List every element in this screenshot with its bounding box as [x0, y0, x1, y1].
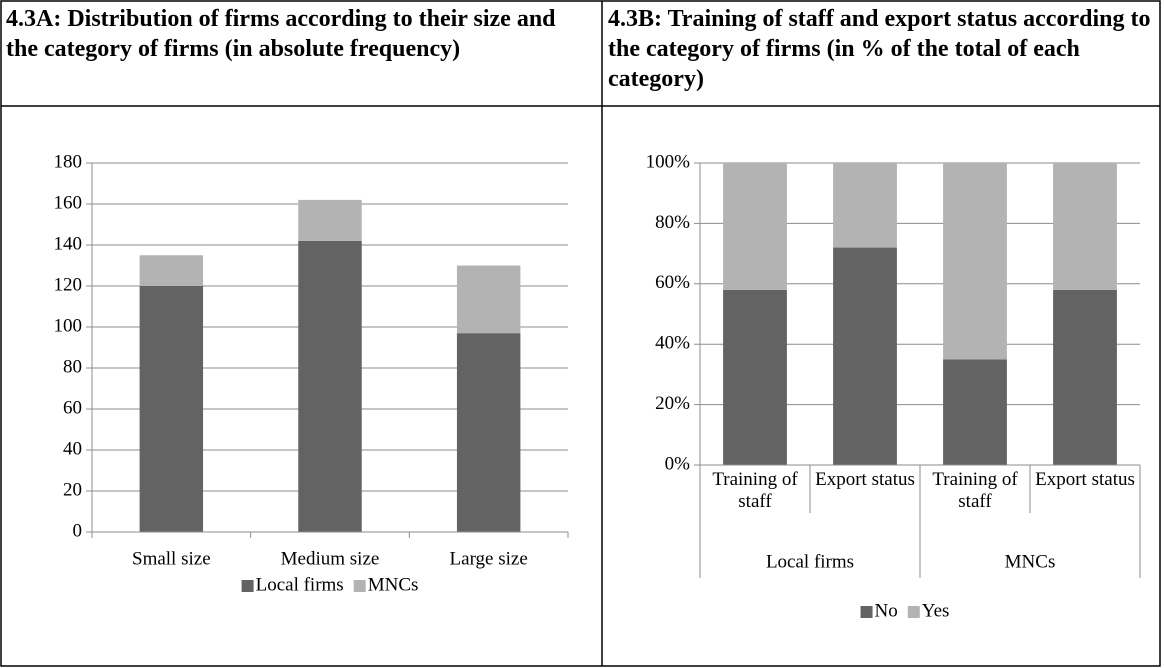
group-label: MNCs: [1005, 551, 1056, 572]
legend-swatch: [241, 580, 254, 592]
x-tick-label: Large size: [450, 548, 528, 569]
bar-segment: [456, 333, 521, 532]
panel-title: 4.3A: Distribution of firms according to…: [6, 6, 556, 62]
y-tick-label: 180: [54, 151, 83, 172]
bar-segment: [833, 163, 897, 248]
bar-segment: [298, 240, 362, 532]
group-label: Local firms: [766, 551, 854, 572]
x-tick-label-box: Training of staff: [712, 469, 798, 512]
y-tick-label: 60: [63, 397, 82, 418]
bar-segment: [1053, 163, 1117, 290]
x-tick-label: Export status: [1035, 469, 1135, 490]
y-tick-label: 80: [63, 356, 82, 377]
x-tick-label: Training of staff: [932, 469, 1018, 512]
bar-segment: [1053, 289, 1117, 465]
panel-title: 4.3B: Training of staff and export statu…: [608, 6, 1151, 92]
y-tick-label: 100: [54, 315, 83, 336]
y-tick-label: 40: [63, 438, 82, 459]
bar-segment: [139, 255, 204, 286]
legend-label: MNCs: [368, 574, 419, 595]
legend-label: Yes: [922, 600, 950, 621]
x-tick-label-box: Training of staff: [932, 469, 1018, 512]
y-tick-label: 40%: [655, 333, 690, 354]
y-tick-label: 140: [54, 233, 83, 254]
bar-segment: [139, 286, 204, 532]
legend-label: Local firms: [256, 574, 344, 595]
bar-segment: [833, 247, 897, 465]
y-tick-label: 0: [73, 520, 83, 541]
x-tick-label: Training of staff: [712, 469, 798, 512]
bar-segment: [943, 359, 1007, 465]
y-tick-label: 120: [54, 274, 83, 295]
x-tick-label: Medium size: [281, 548, 380, 569]
y-tick-label: 160: [54, 192, 83, 213]
legend-swatch: [353, 580, 366, 592]
y-tick-label: 20: [63, 479, 82, 500]
bar-segment: [723, 289, 787, 465]
legend-label: No: [875, 600, 898, 621]
bar-segment: [943, 163, 1007, 360]
bar-segment: [298, 199, 362, 241]
y-tick-label: 80%: [655, 212, 690, 233]
y-tick-label: 20%: [655, 393, 690, 414]
x-tick-label: Small size: [132, 548, 211, 569]
bar-segment: [456, 265, 521, 334]
bar-segment: [723, 163, 787, 290]
y-tick-label: 0%: [665, 453, 691, 474]
legend-swatch: [907, 606, 920, 618]
x-tick-label-box: Export status: [1035, 469, 1135, 490]
y-tick-label: 60%: [655, 272, 690, 293]
y-tick-label: 100%: [646, 151, 691, 172]
x-tick-label: Export status: [815, 469, 915, 490]
x-tick-label-box: Export status: [815, 469, 915, 490]
legend-swatch: [860, 606, 873, 618]
